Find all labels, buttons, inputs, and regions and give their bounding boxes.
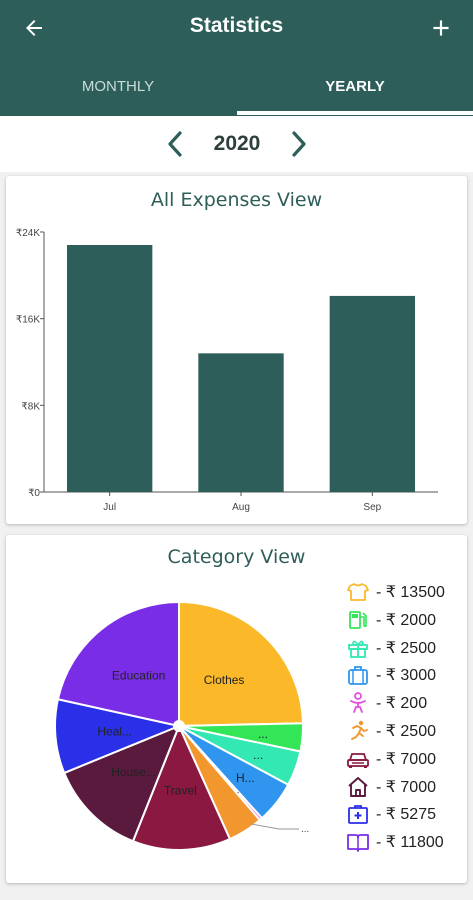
y-tick-label: ₹16K <box>16 315 40 326</box>
bar-chart-title: All Expenses View <box>150 189 323 211</box>
next-year-button[interactable] <box>282 126 316 162</box>
legend-item: - ₹ 5275 <box>342 801 462 827</box>
legend-amount: - ₹ 7000 <box>376 750 436 768</box>
x-tick-label: Aug <box>232 502 250 513</box>
running-icon <box>351 720 368 740</box>
legend-amount: - ₹ 2500 <box>376 723 436 740</box>
gift-icon <box>348 640 368 658</box>
baby-icon <box>350 692 366 714</box>
pie-chart-title: Category View <box>167 546 306 568</box>
pie-slice-label: House... <box>111 765 156 779</box>
legend-item: - ₹ 3000 <box>342 662 462 688</box>
add-button[interactable] <box>421 8 461 48</box>
shirt-icon <box>347 583 369 601</box>
bar[interactable] <box>198 353 284 492</box>
pie-slice-label: ... <box>258 727 268 741</box>
legend-amount: - ₹ 11800 <box>376 834 444 852</box>
x-tick-label: Sep <box>363 502 381 513</box>
pie-slice[interactable] <box>178 600 304 728</box>
expenses-bar-chart-card: All Expenses View ₹0 ₹8K ₹16K ₹24K Jul Aug Sep <box>6 176 467 524</box>
legend-item: - ₹ 2000 <box>342 607 462 633</box>
tab-monthly-label: MONTHLY <box>81 78 155 95</box>
category-pie-chart-card: Category View Clothes...... H...... Travel… <box>6 535 467 883</box>
legend-item: - ₹ 7000 <box>342 746 462 772</box>
x-tick-label: Jul <box>103 502 116 513</box>
fuel-icon <box>349 610 367 629</box>
pie-leader-line <box>250 823 299 830</box>
legend-amount: - ₹ 3000 <box>376 667 436 685</box>
car-icon <box>347 752 369 768</box>
pie-slice[interactable] <box>62 724 181 843</box>
back-button[interactable] <box>14 10 54 46</box>
year-label: 2020 <box>213 132 261 155</box>
app-bar: Statistics MONTHLY YEARLY <box>0 0 473 116</box>
pie-slice[interactable] <box>56 600 180 728</box>
bar[interactable] <box>329 295 416 492</box>
house-icon <box>348 776 368 797</box>
legend-item: - ₹ 13500 <box>342 579 462 605</box>
legend-item: - ₹ 2500 <box>342 718 462 744</box>
chevron-right-icon <box>292 131 306 157</box>
chevron-left-icon <box>168 131 182 157</box>
tab-indicator <box>237 111 473 115</box>
y-tick-label: ₹0 <box>28 488 40 499</box>
plus-icon <box>433 20 449 36</box>
legend-item: - ₹ 11800 <box>342 829 462 855</box>
previous-year-button[interactable] <box>158 126 192 162</box>
tab-yearly-label: YEARLY <box>325 78 385 95</box>
legend-amount: - ₹ 5275 <box>376 806 436 824</box>
bar-chart: ₹0 ₹8K ₹16K ₹24K Jul Aug Sep <box>16 228 438 513</box>
arrow-left-icon <box>26 20 42 36</box>
bar[interactable] <box>66 245 153 492</box>
legend-amount: - ₹ 7000 <box>376 778 436 796</box>
tab-monthly[interactable]: MONTHLY <box>0 74 236 116</box>
legend-item: - ₹ 2500 <box>342 635 462 661</box>
pie-slice-label: Travel <box>164 783 197 797</box>
legend-amount: - ₹ 13500 <box>376 584 445 601</box>
legend-amount: - ₹ 2500 <box>376 639 436 657</box>
pie-center-dot <box>173 720 185 732</box>
pie-slice-label: H... <box>236 771 255 785</box>
pie-slice[interactable] <box>54 698 183 775</box>
pie-leader-label: ... <box>301 824 309 835</box>
legend-item: - ₹ 200 <box>342 690 462 716</box>
legend-item: - ₹ 7000 <box>342 774 462 800</box>
medical-icon <box>348 805 368 825</box>
luggage-icon <box>348 666 368 686</box>
legend-amount: - ₹ 2000 <box>376 611 436 629</box>
book-icon <box>347 834 369 853</box>
page-title: Statistics <box>189 14 284 37</box>
pie-chart: Clothes...... H...... Travel House... Heal..… <box>54 600 309 851</box>
pie-slice-label: Education <box>112 669 165 683</box>
pie-slice[interactable] <box>131 723 232 851</box>
tab-yearly[interactable]: YEARLY <box>237 74 473 116</box>
pie-slice-label: Clothes <box>204 673 245 687</box>
year-navigator: 2020 <box>0 116 473 172</box>
y-tick-label: ₹24K <box>16 228 40 239</box>
pie-slice-label: ... <box>253 748 263 762</box>
pie-slice-label: Heal... <box>97 724 132 738</box>
legend-amount: - ₹ 200 <box>376 695 428 713</box>
y-tick-label: ₹8K <box>21 401 40 412</box>
